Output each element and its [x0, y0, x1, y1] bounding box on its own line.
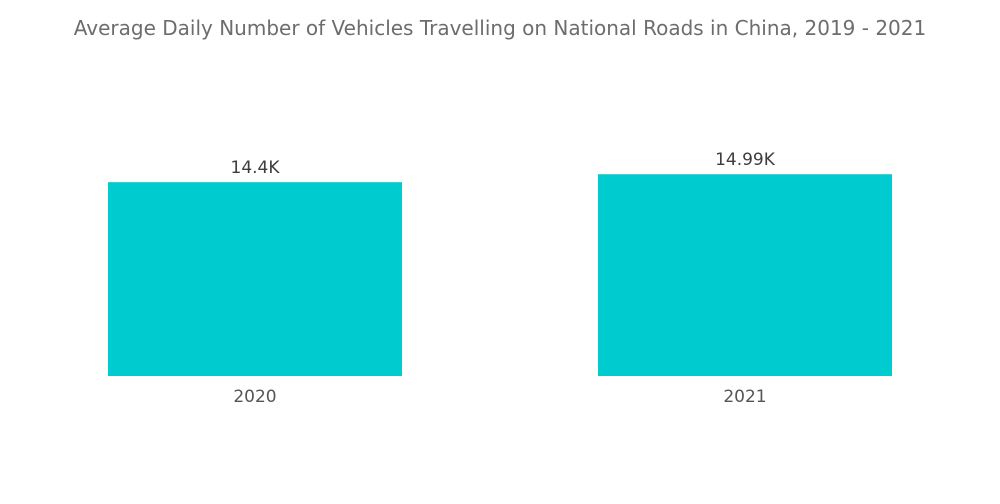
data-label-2021: 14.99K — [715, 150, 776, 170]
data-label-2020: 14.4K — [231, 158, 281, 178]
bar-2020 — [108, 182, 402, 376]
data-labels-layer: 14.4K 14.99K — [231, 150, 776, 178]
x-tick-label-2021: 2021 — [723, 387, 766, 407]
x-tick-label-2020: 2020 — [233, 387, 276, 407]
bar-2021 — [598, 174, 892, 376]
chart-title: Average Daily Number of Vehicles Travell… — [73, 16, 927, 40]
bars-layer — [108, 174, 892, 376]
x-axis-tick-labels: 2020 2021 — [233, 387, 766, 407]
